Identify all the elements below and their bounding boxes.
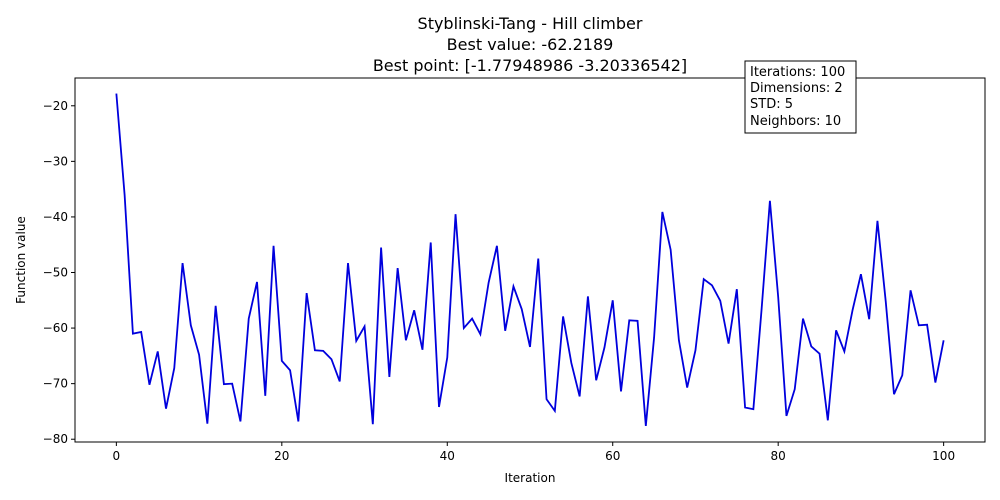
series-line	[115, 93, 945, 426]
info-iterations: Iterations: 100	[750, 65, 845, 80]
y-axis-ticks: −80 −70 −60 −50 −40 −30 −20	[43, 99, 75, 446]
info-std: STD: 5	[750, 97, 793, 112]
x-tick-label: 80	[771, 449, 786, 463]
y-tick-label: −50	[43, 266, 68, 280]
x-tick-label: 60	[605, 449, 620, 463]
info-box-frame	[744, 60, 857, 134]
chart-title-line-2: Best value: -62.2189	[447, 35, 614, 54]
y-tick-label: −40	[43, 210, 68, 224]
info-dimensions: Dimensions: 2	[750, 81, 843, 96]
x-tick-label: 40	[440, 449, 455, 463]
y-tick-label: −60	[43, 321, 68, 335]
info-neighbors: Neighbors: 10	[750, 114, 841, 129]
chart-title-line-1: Styblinski-Tang - Hill climber	[418, 14, 643, 33]
x-axis-label: Iteration	[505, 471, 556, 485]
y-tick-label: −30	[43, 154, 68, 168]
y-tick-label: −80	[43, 432, 68, 446]
x-tick-label: 20	[274, 449, 289, 463]
x-axis-ticks: 0 20 40 60 80 100	[113, 442, 955, 463]
plot-area-frame	[74, 77, 986, 443]
x-tick-label: 100	[932, 449, 955, 463]
x-tick-label: 0	[113, 449, 121, 463]
y-tick-label: −20	[43, 99, 68, 113]
y-axis-label: Function value	[14, 216, 28, 304]
y-tick-label: −70	[43, 377, 68, 391]
chart-title-line-3: Best point: [-1.77948986 -3.20336542]	[373, 56, 687, 75]
info-box: Iterations: 100 Dimensions: 2 STD: 5 Nei…	[744, 60, 857, 134]
